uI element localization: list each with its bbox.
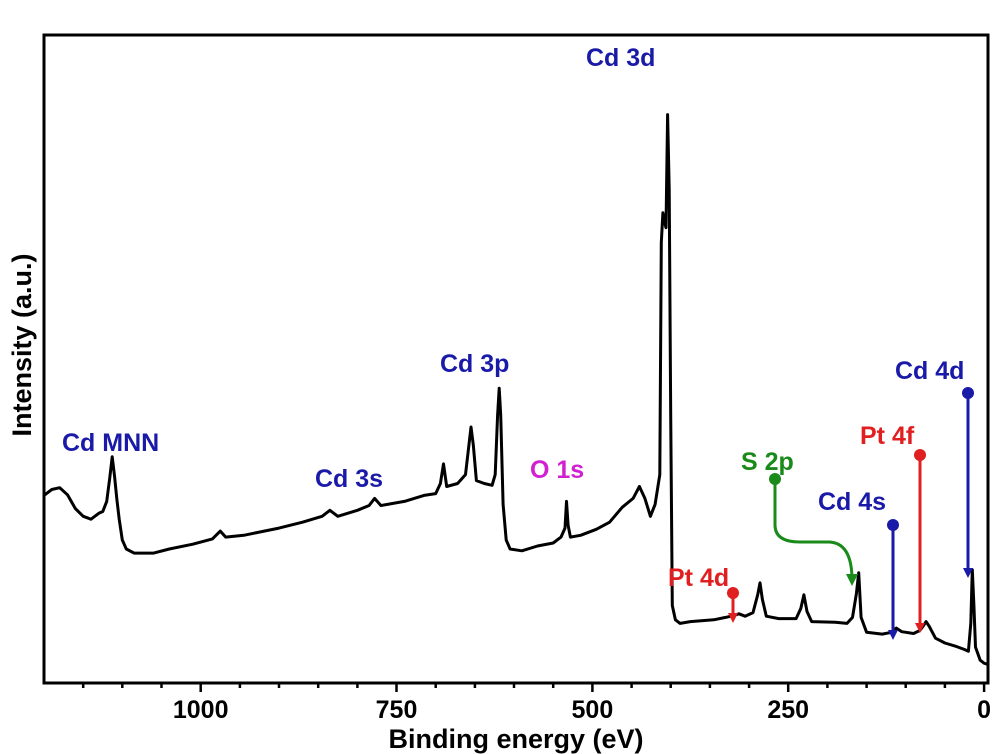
- arrow-pt-4d: [727, 587, 739, 623]
- x-axis-ticks: [81, 683, 986, 692]
- label-cd-mnn: Cd MNN: [62, 429, 159, 457]
- label-cd-3p: Cd 3p: [440, 350, 509, 378]
- spectrum-series-line: [43, 113, 989, 666]
- arrow-cd-4s: [887, 519, 899, 640]
- label-cd-3s: Cd 3s: [315, 465, 383, 493]
- peak-annotations: Cd MNN Cd 3s Cd 3p O 1s Cd 3d Pt 4d S 2p…: [62, 44, 964, 592]
- x-axis-title: Binding energy (eV): [388, 724, 643, 754]
- label-o-1s: O 1s: [530, 456, 584, 484]
- label-cd-4s: Cd 4s: [818, 488, 886, 516]
- arrow-cd-4d: [962, 387, 974, 578]
- arrow-pt-4f: [914, 449, 926, 633]
- plot-frame: [42, 33, 990, 685]
- label-s-2p: S 2p: [741, 448, 794, 476]
- label-pt-4d: Pt 4d: [668, 564, 729, 592]
- label-cd-4d: Cd 4d: [895, 357, 964, 385]
- x-tick-label-500: 500: [572, 696, 614, 724]
- x-tick-label-750: 750: [376, 696, 418, 724]
- y-axis-title: Intensity (a.u.): [7, 253, 37, 436]
- annotation-arrows: [727, 387, 974, 640]
- label-cd-3d: Cd 3d: [586, 44, 655, 72]
- x-tick-label-1000: 1000: [173, 696, 229, 724]
- x-tick-label-250: 250: [767, 696, 809, 724]
- label-pt-4f: Pt 4f: [860, 422, 915, 450]
- arrow-s-2p: [769, 473, 858, 586]
- x-axis-tick-labels: 1000 750 500 250 0: [173, 696, 991, 724]
- x-tick-label-0: 0: [977, 696, 991, 724]
